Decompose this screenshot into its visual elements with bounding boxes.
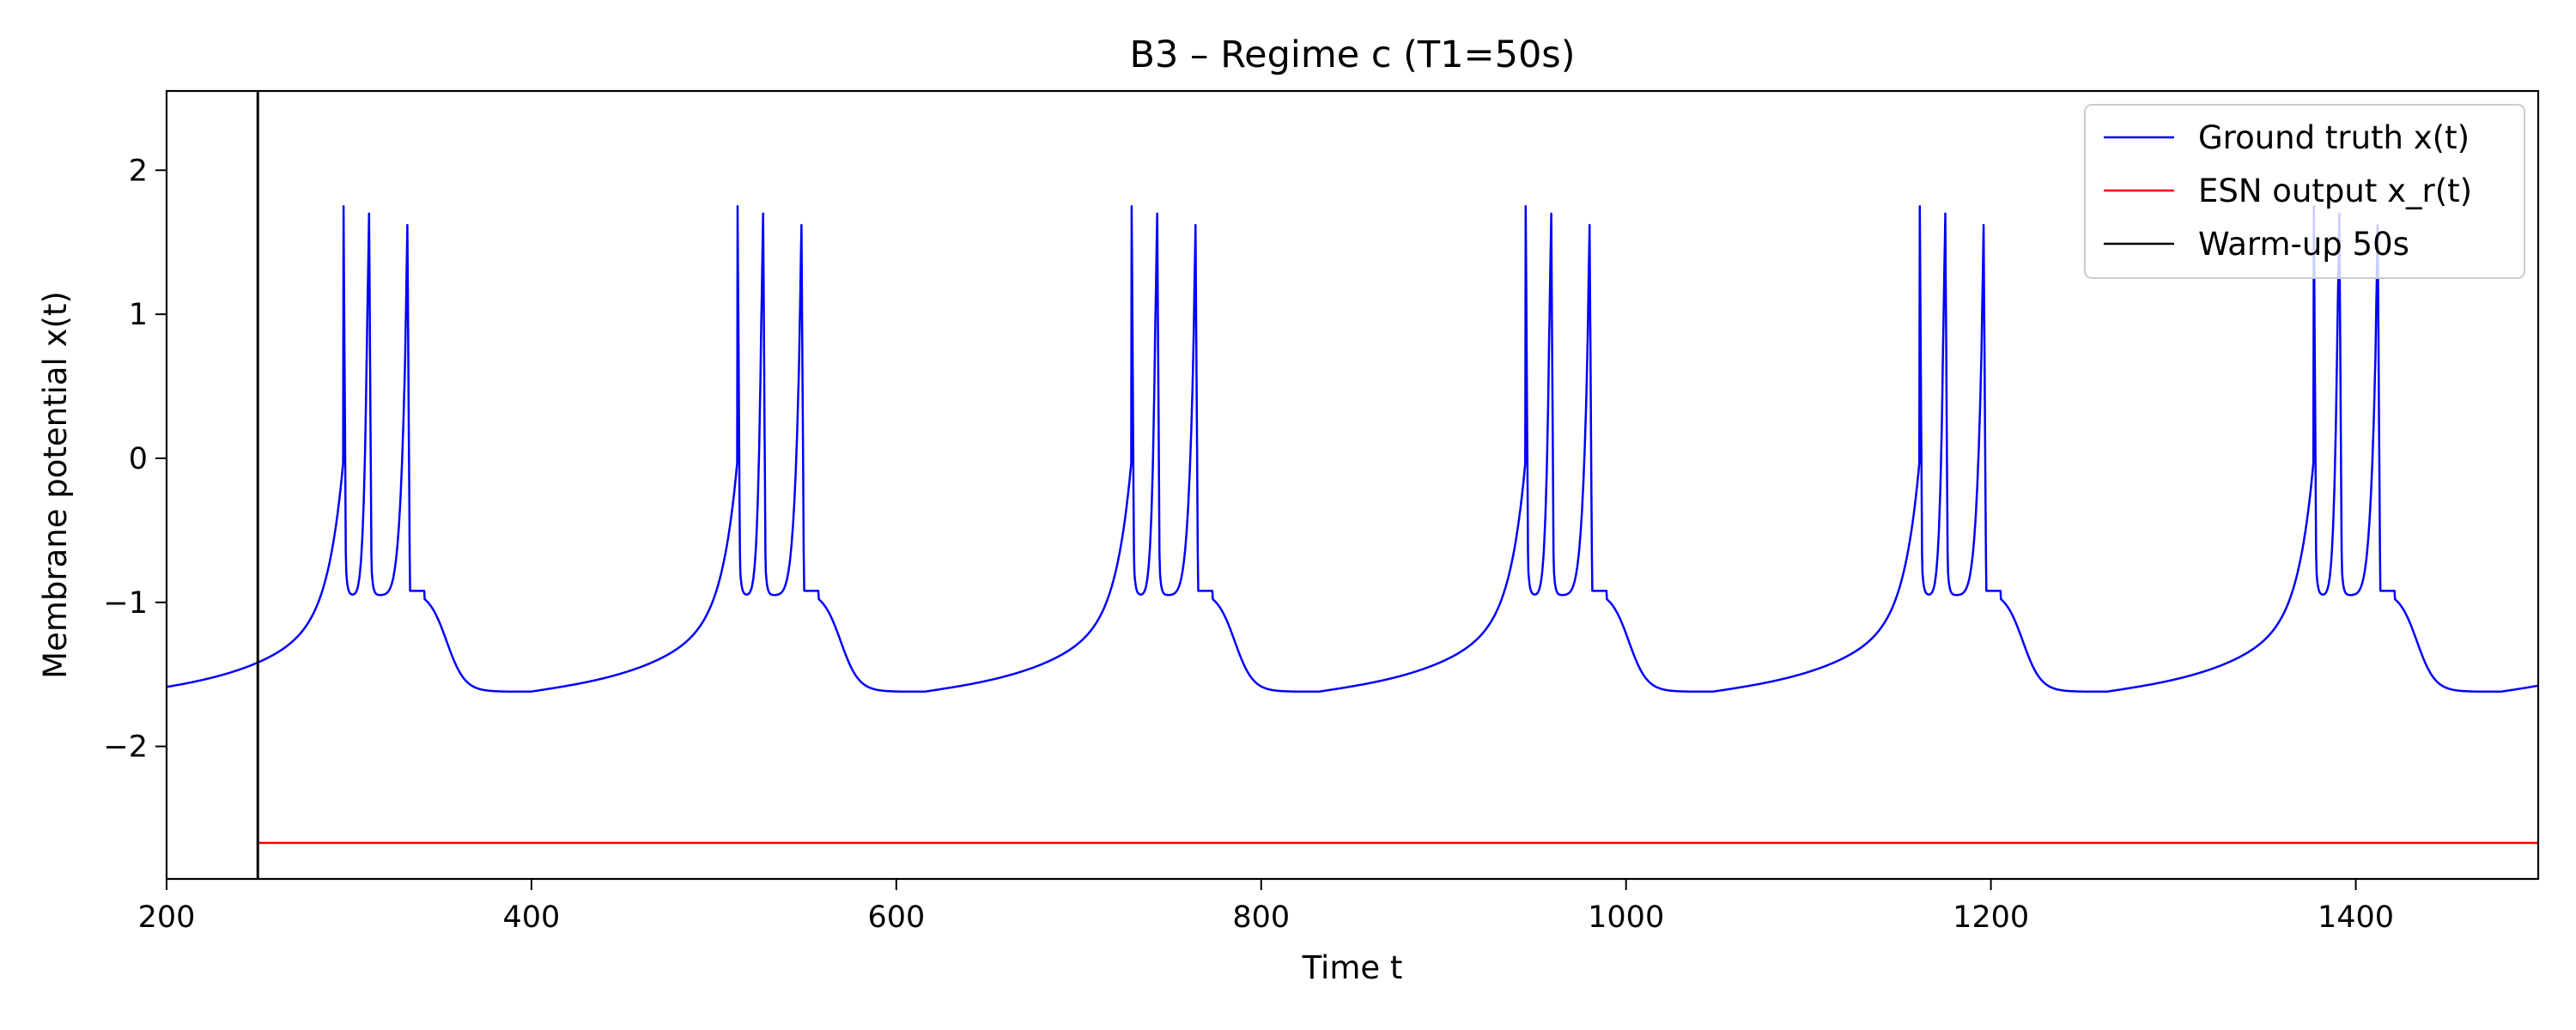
x-tick-label: 200 [138,900,196,935]
y-tick-label: 0 [129,442,148,476]
y-tick-label: −2 [103,730,148,765]
x-tick-label: 1000 [1588,900,1664,935]
y-axis-label: Membrane potential x(t) [37,291,74,679]
y-tick-label: −1 [103,586,148,621]
x-axis-label: Time t [1302,949,1403,986]
x-axis: 200 400 600 800 1000 1200 1400 [138,879,2394,935]
legend-label-ground-truth: Ground truth x(t) [2198,119,2470,156]
x-tick-label: 600 [867,900,925,935]
x-tick-label: 800 [1232,900,1290,935]
x-tick-label: 400 [503,900,561,935]
legend-label-esn-output: ESN output x_r(t) [2198,173,2472,209]
x-tick-label: 1400 [2318,900,2394,935]
chart-title: B3 – Regime c (T1=50s) [1130,33,1576,76]
legend: Ground truth x(t) ESN output x_r(t) Warm… [2084,104,2525,279]
plot-frame [165,89,2540,881]
legend-label-warm-up: Warm-up 50s [2198,226,2409,263]
x-tick-label: 1200 [1953,900,2029,935]
series-ground-truth [167,205,2538,694]
y-tick-label: 2 [129,154,148,188]
legend-box [2084,104,2525,279]
series-layer [167,205,2538,845]
y-axis: 2 1 0 −1 −2 [103,154,167,765]
y-tick-label: 1 [129,298,148,332]
